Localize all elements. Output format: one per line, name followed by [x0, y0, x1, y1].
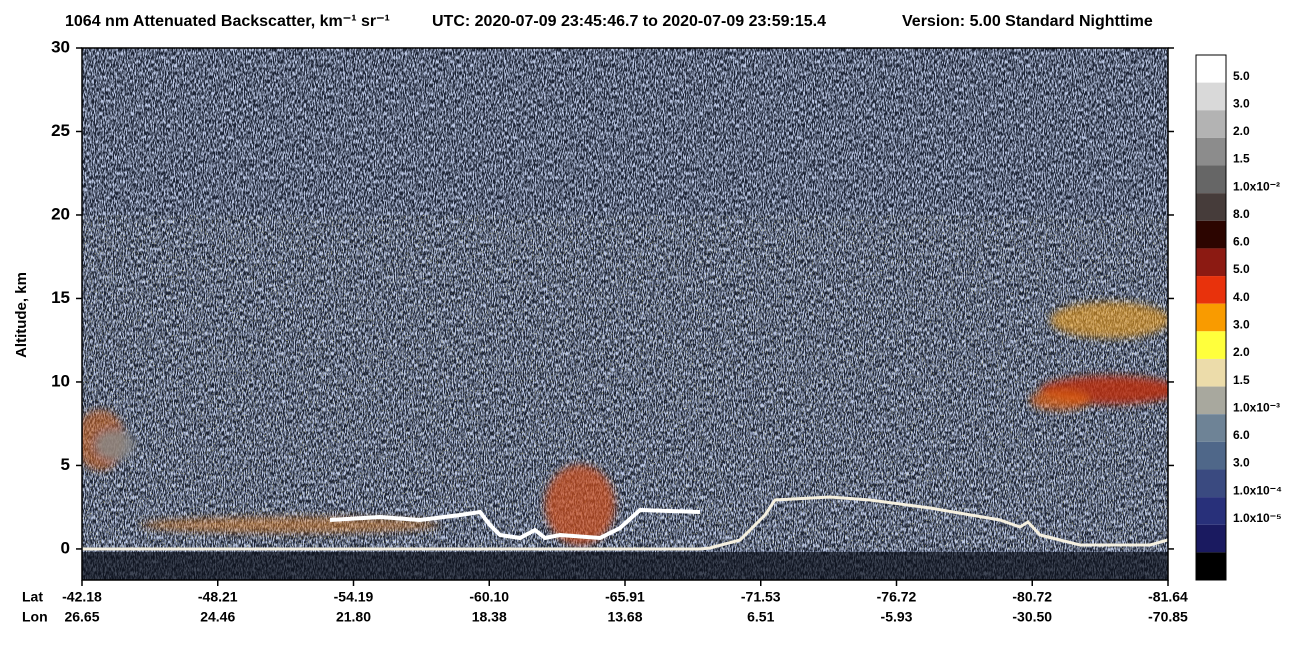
colorbar-swatch: [1196, 358, 1226, 387]
lon-tick-label: 6.51: [747, 609, 774, 625]
colorbar-label: 1.0x10⁻²: [1233, 179, 1280, 193]
colorbar-swatch: [1196, 469, 1226, 498]
colorbar-swatch: [1196, 331, 1226, 359]
lat-tick-label: -80.72: [1012, 589, 1052, 605]
colorbar-label: 1.0x10⁻⁴: [1233, 483, 1282, 497]
y-tick-label: 20: [51, 204, 70, 223]
lon-tick-label: 24.46: [200, 609, 235, 625]
colorbar-swatch: [1196, 82, 1226, 111]
y-axis-label: Altitude, km: [13, 272, 30, 358]
colorbar-label: 1.0x10⁻⁵: [1233, 511, 1282, 525]
lon-tick-label: 21.80: [336, 609, 371, 625]
y-tick-label: 0: [61, 538, 70, 557]
lat-tick-label: -65.91: [605, 589, 645, 605]
y-tick-label: 15: [51, 288, 70, 307]
y-tick-label: 5: [61, 455, 70, 474]
lat-tick-label: -60.10: [469, 589, 509, 605]
utc-range: UTC: 2020-07-09 23:45:46.7 to 2020-07-09…: [432, 13, 826, 30]
colorbar-label: 2.0: [1233, 345, 1250, 359]
lat-tick-label: -81.64: [1148, 589, 1188, 605]
lon-tick-label: -5.93: [881, 609, 913, 625]
colorbar-swatch: [1196, 137, 1226, 166]
y-tick-label: 30: [51, 37, 70, 56]
colorbar-label: 1.0x10⁻³: [1233, 400, 1280, 414]
y-tick-label: 25: [51, 121, 70, 140]
colorbar-label: 8.0: [1233, 207, 1250, 221]
lon-tick-label: -70.85: [1148, 609, 1188, 625]
colorbar-swatch: [1196, 552, 1226, 580]
colorbar-swatch: [1196, 193, 1226, 221]
colorbar-frame: [1195, 54, 1227, 581]
colorbar-swatch: [1196, 414, 1226, 442]
colorbar-swatch: [1196, 524, 1226, 553]
backscatter-image: [82, 48, 1168, 580]
colorbar-label: 3.0: [1233, 317, 1250, 331]
x-row-label: Lat: [22, 589, 43, 605]
colorbar-swatch: [1196, 441, 1226, 470]
colorbar-swatch: [1196, 165, 1226, 194]
version: Version: 5.00 Standard Nighttime: [902, 13, 1153, 30]
lat-tick-label: -54.19: [334, 589, 374, 605]
colorbar-label: 6.0: [1233, 235, 1250, 249]
lon-tick-label: 26.65: [64, 609, 99, 625]
colorbar-swatch: [1196, 248, 1226, 277]
colorbar-label: 5.0: [1233, 262, 1250, 276]
lat-tick-label: -76.72: [877, 589, 917, 605]
colorbar-swatch: [1196, 220, 1226, 249]
colorbar-swatch: [1196, 110, 1226, 138]
colorbar-swatch: [1196, 55, 1226, 83]
lon-tick-label: 18.38: [472, 609, 507, 625]
colorbar-label: 4.0: [1233, 290, 1250, 304]
colorbar-swatch: [1196, 386, 1226, 415]
colorbar-label: 5.0: [1233, 69, 1250, 83]
lon-tick-label: 13.68: [607, 609, 642, 625]
colorbar-label: 3.0: [1233, 96, 1250, 110]
lat-tick-label: -42.18: [62, 589, 102, 605]
lat-tick-label: -48.21: [198, 589, 238, 605]
chart-title: 1064 nm Attenuated Backscatter, km⁻¹ sr⁻…: [65, 13, 390, 30]
colorbar-swatch: [1196, 497, 1226, 525]
colorbar-label: 1.5: [1233, 373, 1250, 387]
colorbar-label: 2.0: [1233, 124, 1250, 138]
colorbar-label: 3.0: [1233, 456, 1250, 470]
lon-tick-label: -30.50: [1012, 609, 1052, 625]
x-row-label: Lon: [22, 609, 48, 625]
colorbar-swatch: [1196, 276, 1226, 304]
colorbar-label: 1.5: [1233, 152, 1250, 166]
colorbar-swatch: [1196, 303, 1226, 332]
lat-tick-label: -71.53: [741, 589, 781, 605]
y-tick-label: 10: [51, 371, 70, 390]
colorbar-label: 6.0: [1233, 428, 1250, 442]
